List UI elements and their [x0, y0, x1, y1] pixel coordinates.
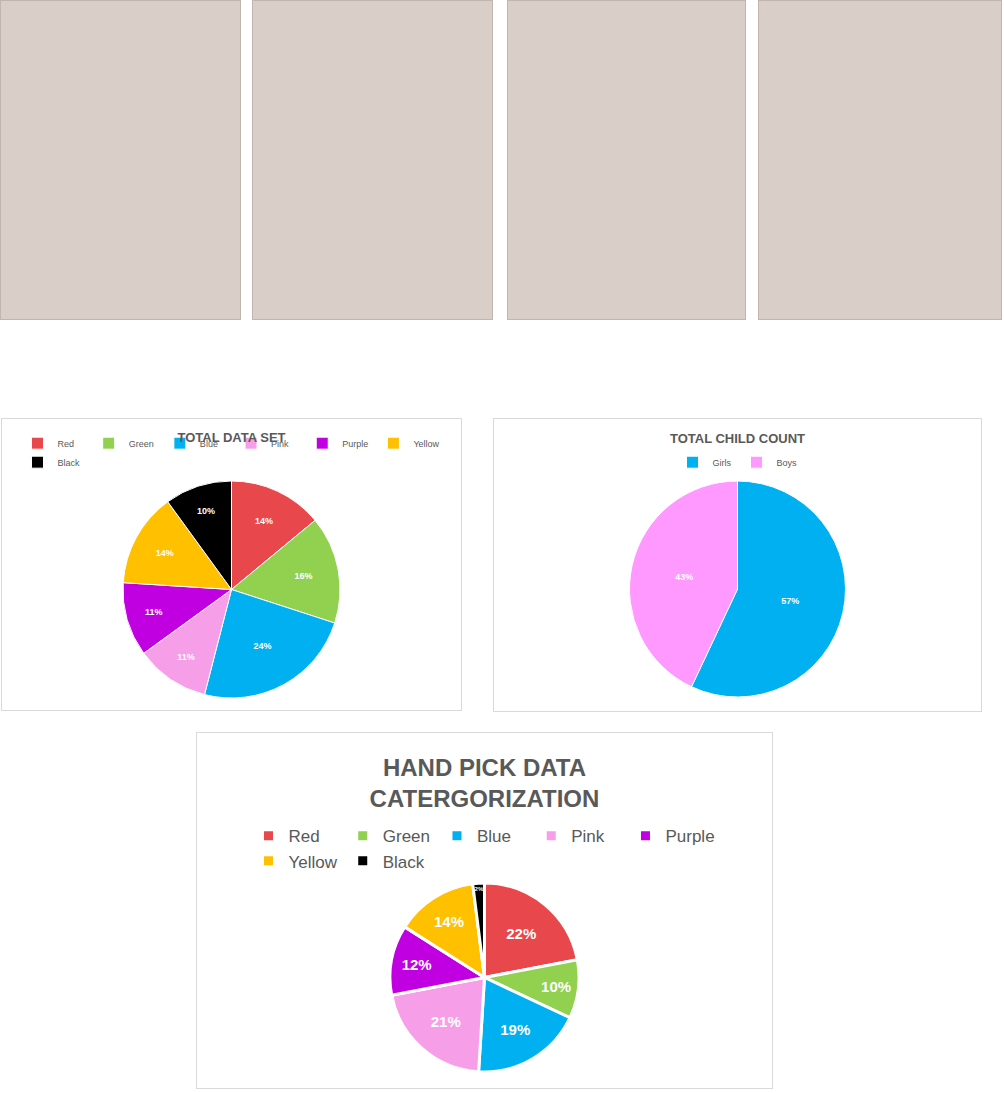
- svg-text:Black: Black: [58, 458, 81, 468]
- svg-text:11%: 11%: [145, 607, 163, 617]
- svg-text:TOTAL DATA SET: TOTAL DATA SET: [177, 430, 285, 445]
- svg-text:Green: Green: [129, 439, 154, 449]
- svg-text:Blue: Blue: [200, 439, 218, 449]
- svg-text:12%: 12%: [402, 956, 432, 973]
- svg-text:Blue: Blue: [477, 827, 511, 846]
- svg-text:14%: 14%: [434, 913, 464, 930]
- svg-text:10%: 10%: [541, 978, 571, 995]
- svg-text:Black: Black: [383, 853, 425, 872]
- svg-text:11%: 11%: [177, 652, 195, 662]
- svg-text:Yellow: Yellow: [289, 853, 338, 872]
- svg-text:Red: Red: [58, 439, 75, 449]
- svg-text:Purple: Purple: [665, 827, 714, 846]
- svg-text:Pink: Pink: [271, 439, 289, 449]
- svg-text:Boys: Boys: [776, 458, 797, 468]
- svg-text:Girls: Girls: [713, 458, 732, 468]
- svg-text:57%: 57%: [781, 596, 799, 606]
- svg-text:2%: 2%: [475, 886, 484, 892]
- svg-text:TOTAL CHILD COUNT: TOTAL CHILD COUNT: [670, 431, 805, 446]
- svg-text:19%: 19%: [500, 1021, 530, 1038]
- svg-text:Yellow: Yellow: [413, 439, 439, 449]
- svg-text:14%: 14%: [156, 548, 174, 558]
- svg-text:24%: 24%: [254, 641, 272, 651]
- svg-text:43%: 43%: [675, 572, 693, 582]
- svg-text:HAND PICK DATACATERGORIZATION: HAND PICK DATACATERGORIZATION: [370, 754, 600, 812]
- svg-text:21%: 21%: [431, 1013, 461, 1030]
- svg-text:Red: Red: [289, 827, 320, 846]
- svg-text:14%: 14%: [255, 516, 273, 526]
- svg-text:Pink: Pink: [571, 827, 605, 846]
- svg-text:10%: 10%: [197, 506, 215, 516]
- svg-text:Purple: Purple: [342, 439, 368, 449]
- svg-text:Green: Green: [383, 827, 430, 846]
- svg-text:22%: 22%: [506, 925, 536, 942]
- svg-text:16%: 16%: [294, 571, 312, 581]
